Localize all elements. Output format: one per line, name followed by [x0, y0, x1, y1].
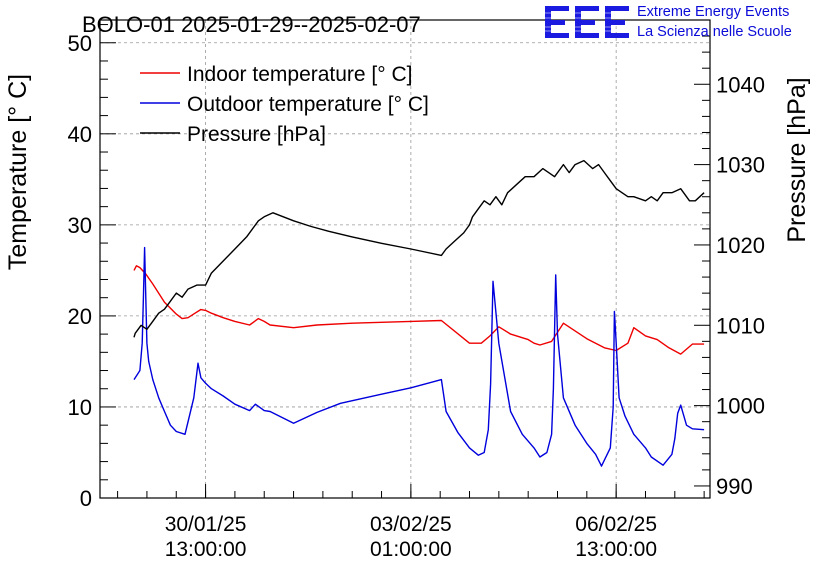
legend-label-outdoor: Outdoor temperature [° C]	[187, 93, 429, 116]
plot-frame	[99, 19, 711, 499]
y2-tick-label-4: 1030	[716, 153, 765, 178]
legend-label-indoor: Indoor temperature [° C]	[187, 63, 413, 86]
y2-tick-label-2: 1010	[716, 313, 765, 338]
y-tick-label-4: 40	[68, 122, 92, 147]
y-axis-label: Temperature [° C]	[4, 74, 32, 270]
series-pressure	[133, 159, 705, 338]
series-outdoor-temperature	[133, 246, 705, 467]
tick-labels: 30/01/2513:00:0003/02/2501:00:0006/02/25…	[68, 31, 765, 561]
y-tick-label-3: 30	[68, 213, 92, 238]
y-tick-label-5: 50	[68, 31, 92, 56]
x-tick-label-time-0: 13:00:00	[165, 538, 247, 561]
x-tick-label-time-2: 13:00:00	[575, 538, 657, 561]
y-tick-label-0: 0	[80, 486, 92, 511]
x-tick-label-date-2: 06/02/25	[575, 513, 657, 536]
grid	[100, 20, 710, 498]
legend: Indoor temperature [° C] Outdoor tempera…	[140, 63, 429, 146]
x-tick-label-date-0: 30/01/25	[165, 513, 247, 536]
y2-tick-label-0: 990	[716, 474, 753, 499]
chart-title: BOLO-01 2025-01-29--2025-02-07	[82, 12, 421, 37]
brand-line-1: Extreme Energy Events	[637, 4, 790, 20]
ticks	[100, 19, 710, 499]
x-tick-label-time-1: 01:00:00	[370, 538, 452, 561]
brand-text: Extreme Energy Events La Scienza nelle S…	[637, 2, 792, 42]
y2-tick-label-3: 1020	[716, 233, 765, 258]
y2-tick-label-5: 1040	[716, 72, 765, 97]
legend-label-pressure: Pressure [hPa]	[187, 123, 326, 146]
y2-tick-label-1: 1000	[716, 394, 765, 419]
y-tick-label-2: 20	[68, 304, 92, 329]
brand-line-2: La Scienza nelle Scuole	[637, 24, 792, 40]
x-tick-label-date-1: 03/02/25	[370, 513, 452, 536]
series-layer	[133, 159, 705, 467]
eee-logo-icon	[544, 6, 632, 38]
y-tick-label-1: 10	[68, 395, 92, 420]
y2-axis-label: Pressure [hPa]	[783, 77, 811, 242]
series-indoor-temperature	[133, 265, 705, 355]
